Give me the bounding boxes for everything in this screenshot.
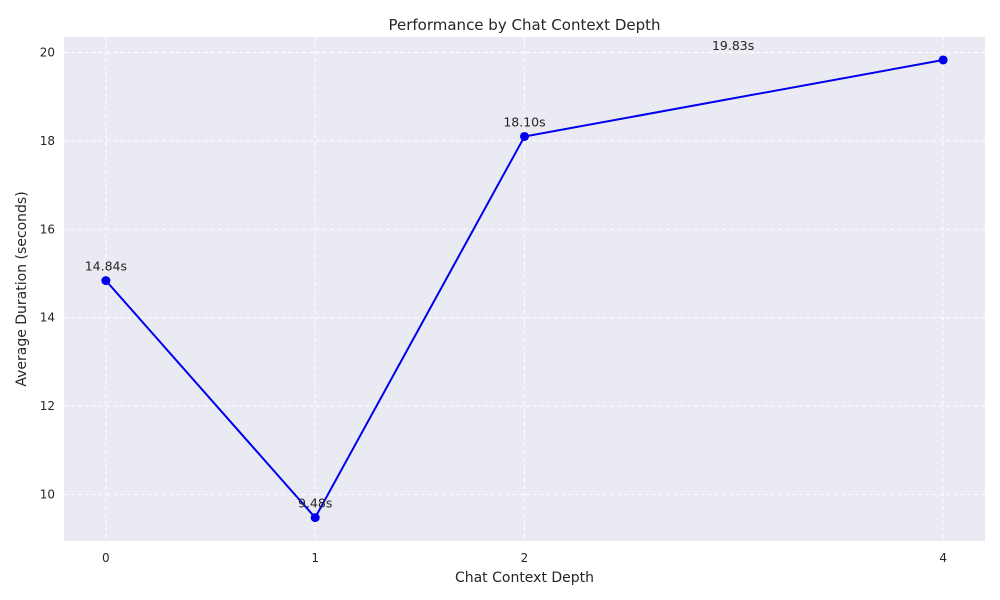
data-point	[520, 131, 529, 141]
x-axis-label: Chat Context Depth	[455, 570, 594, 586]
data-points	[101, 55, 948, 523]
data-label: 18.10s	[503, 114, 545, 129]
data-label: 19.83s	[712, 38, 754, 53]
y-tick-label: 14	[40, 311, 55, 325]
data-label: 9.48s	[298, 496, 332, 511]
data-label: 14.84s	[85, 259, 127, 274]
y-tick-label: 10	[40, 488, 55, 502]
x-tick-label: 0	[102, 551, 110, 565]
grid-lines	[64, 37, 985, 541]
x-tick-label: 2	[521, 551, 529, 565]
y-axis-label: Average Duration (seconds)	[14, 191, 30, 386]
series-line	[105, 59, 944, 520]
y-tick-labels: 10 12 14 16 18 20	[40, 45, 55, 501]
data-point	[310, 513, 320, 523]
x-tick-label: 1	[311, 551, 319, 565]
y-tick-label: 16	[40, 222, 55, 236]
chart-title: Performance by Chat Context Depth	[388, 16, 660, 34]
x-tick-label: 4	[939, 551, 947, 565]
y-tick-label: 12	[40, 399, 55, 413]
y-tick-label: 20	[40, 45, 55, 59]
x-tick-labels: 0 1 2 4	[102, 551, 947, 565]
data-point	[101, 276, 111, 286]
data-point	[938, 55, 948, 65]
y-tick-label: 18	[40, 134, 55, 148]
data-labels: 14.84s 9.48s 18.10s 19.83s	[85, 38, 755, 511]
